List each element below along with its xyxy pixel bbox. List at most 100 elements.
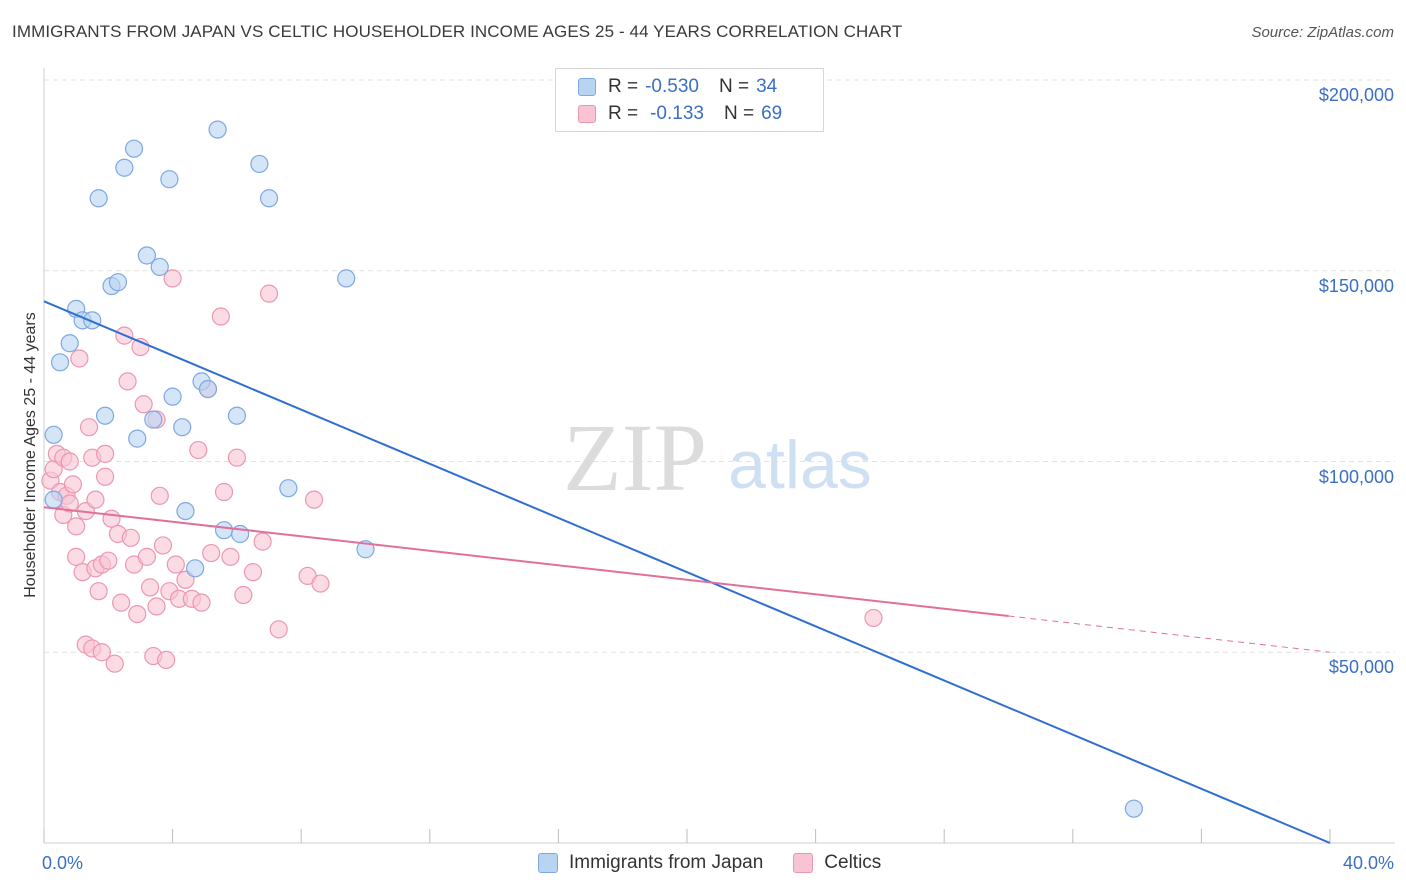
celtics-trend-extension — [1009, 616, 1331, 652]
celtics-point — [71, 350, 88, 367]
celtics-point — [97, 445, 114, 462]
legend-r-label: R = — [608, 76, 638, 98]
japan-point — [61, 335, 78, 352]
stats-legend: R = -0.530 N = 34 R = -0.133 N = 69 — [555, 68, 824, 132]
celtics-point — [167, 556, 184, 573]
japan-point — [280, 480, 297, 497]
celtics-point — [97, 468, 114, 485]
celtics-point — [261, 285, 278, 302]
japan-point — [174, 419, 191, 436]
japan-point — [199, 381, 216, 398]
celtics-point — [270, 621, 287, 638]
celtics-point — [100, 552, 117, 569]
legend-row-celtics: R = -0.133 N = 69 — [578, 103, 782, 125]
legend-n-value-japan: 34 — [756, 76, 777, 98]
japan-point — [52, 354, 69, 371]
celtics-point — [193, 594, 210, 611]
celtics-point — [135, 396, 152, 413]
celtics-point — [154, 537, 171, 554]
japan-point — [109, 274, 126, 291]
legend-r-value-celtics: -0.133 — [650, 103, 704, 125]
japan-point — [45, 426, 62, 443]
celtics-point — [113, 594, 130, 611]
celtics-point — [158, 651, 175, 668]
japan-point — [97, 407, 114, 424]
celtics-point — [142, 579, 159, 596]
y-tick-150000: $150,000 — [1319, 276, 1394, 297]
celtics-point — [203, 545, 220, 562]
celtics-point — [64, 476, 81, 493]
japan-point — [161, 171, 178, 188]
celtics-point — [119, 373, 136, 390]
legend-row-japan: R = -0.530 N = 34 — [578, 76, 777, 98]
japan-point — [1125, 800, 1142, 817]
japan-point — [261, 190, 278, 207]
legend-swatch-japan — [578, 78, 596, 96]
celtics-point — [129, 606, 146, 623]
japan-point — [151, 258, 168, 275]
japan-point — [116, 159, 133, 176]
celtics-point — [306, 491, 323, 508]
legend-n-value-celtics: 69 — [761, 103, 782, 125]
celtics-point — [235, 587, 252, 604]
celtics-point — [254, 533, 271, 550]
japan-point — [209, 121, 226, 138]
celtics-point — [81, 419, 98, 436]
celtics-point — [61, 453, 78, 470]
japan-point — [90, 190, 107, 207]
watermark: ZIP atlas — [563, 404, 872, 511]
legend-r-label: R = — [608, 103, 638, 125]
japan-point — [129, 430, 146, 447]
celtics-point — [212, 308, 229, 325]
legend-swatch-celtics — [578, 105, 596, 123]
celtics-point — [122, 529, 139, 546]
series-legend: Immigrants from Japan Celtics — [538, 852, 911, 874]
japan-point — [251, 155, 268, 172]
japan-point — [145, 411, 162, 428]
japan-point — [84, 312, 101, 329]
japan-point — [187, 560, 204, 577]
y-tick-200000: $200,000 — [1319, 85, 1394, 106]
legend-n-label: N = — [719, 76, 749, 98]
japan-point — [216, 522, 233, 539]
y-tick-50000: $50,000 — [1329, 657, 1394, 678]
celtics-point — [138, 548, 155, 565]
celtics-point — [228, 449, 245, 466]
japan-point — [45, 491, 62, 508]
chart-svg: ZIP atlas — [0, 0, 1406, 892]
celtics-point — [151, 487, 168, 504]
y-axis-label: Householder Income Ages 25 - 44 years — [22, 312, 40, 598]
watermark-zip: ZIP — [563, 404, 707, 511]
celtics-point — [87, 491, 104, 508]
celtics-point — [190, 442, 207, 459]
legend-n-label: N = — [724, 103, 754, 125]
japan-point — [228, 407, 245, 424]
japan-point — [177, 503, 194, 520]
japan-point — [338, 270, 355, 287]
y-tick-100000: $100,000 — [1319, 467, 1394, 488]
legend-item-celtics[interactable]: Celtics — [793, 852, 881, 874]
celtics-point — [90, 583, 107, 600]
legend-r-value-japan: -0.530 — [645, 76, 699, 98]
celtics-point — [216, 484, 233, 501]
celtics-point — [244, 564, 261, 581]
watermark-atlas: atlas — [728, 427, 872, 503]
japan-trend-line — [44, 301, 1330, 843]
celtics-point — [148, 598, 165, 615]
trend-lines — [44, 301, 1330, 843]
japan-point — [164, 388, 181, 405]
x-tick-min: 0.0% — [42, 853, 83, 874]
legend-label-celtics: Celtics — [824, 852, 881, 874]
legend-label-japan: Immigrants from Japan — [569, 852, 763, 874]
celtics-point — [68, 548, 85, 565]
x-tick-max: 40.0% — [1343, 853, 1394, 874]
celtics-point — [68, 518, 85, 535]
celtics-point — [865, 609, 882, 626]
axes — [44, 68, 1395, 843]
legend-swatch-japan — [538, 853, 558, 873]
celtics-point — [103, 510, 120, 527]
legend-item-japan[interactable]: Immigrants from Japan — [538, 852, 763, 874]
japan-point — [126, 140, 143, 157]
celtics-point — [222, 548, 239, 565]
celtics-point — [312, 575, 329, 592]
